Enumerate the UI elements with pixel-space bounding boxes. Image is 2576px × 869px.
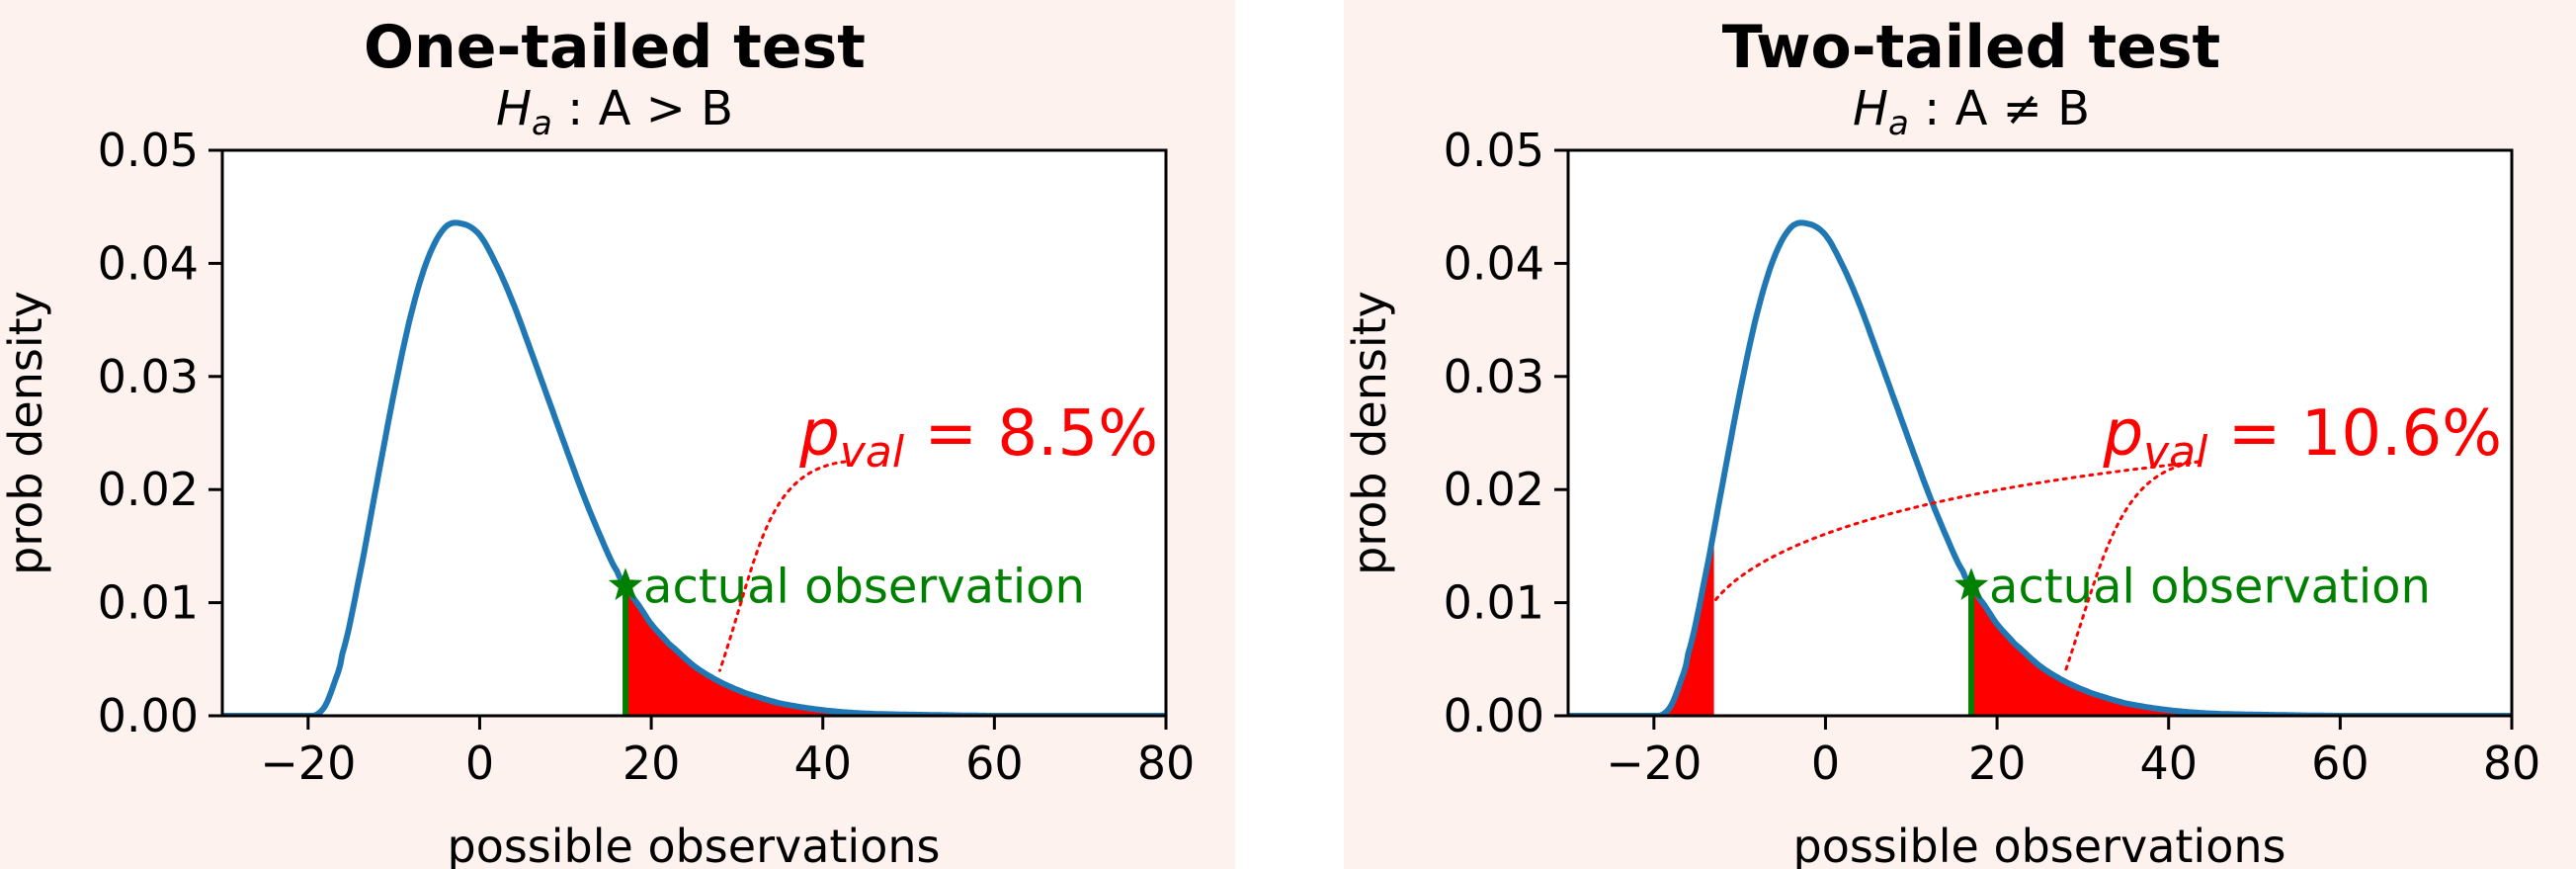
x-tick-label: 80	[1137, 737, 1196, 790]
x-axis-label: possible observations	[448, 820, 941, 869]
subtitle-rest: : A > B	[552, 81, 733, 136]
pval-value: = 10.6%	[2207, 397, 2502, 471]
chart-title: One-tailed test	[364, 13, 866, 82]
tail-region	[1653, 530, 1714, 716]
x-tick-label: 0	[465, 737, 494, 790]
pval-p: p	[2103, 397, 2144, 471]
observation-star-marker	[1953, 567, 1989, 600]
density-curve	[1568, 219, 2512, 716]
x-axis-label: possible observations	[1793, 820, 2286, 869]
chart-subtitle: Ha : A ≠ B	[1853, 81, 2090, 143]
y-axis-label: prob density	[0, 291, 52, 575]
subtitle-subscript: a	[1888, 104, 1909, 143]
tail-region	[1971, 585, 2512, 716]
x-tick-label: 80	[2483, 737, 2541, 790]
tail-regions	[1653, 530, 2512, 716]
y-tick-label: 0.01	[98, 576, 199, 630]
tail-region	[625, 585, 1166, 716]
pval-p: p	[798, 397, 840, 471]
pval-value: = 8.5%	[904, 397, 1158, 471]
y-tick-label: 0.02	[1444, 463, 1544, 516]
y-tick-label: 0.04	[1444, 236, 1544, 290]
x-tick-label: 60	[2311, 737, 2369, 790]
y-axis-label: prob density	[1343, 291, 1396, 575]
observation-label: actual observation	[1989, 559, 2431, 614]
y-tick-label: 0.03	[98, 350, 199, 403]
subtitle-subscript: a	[532, 104, 552, 143]
pval-subscript: val	[840, 427, 905, 478]
pval-annotation-line	[718, 460, 847, 672]
x-tick-label: 20	[623, 737, 681, 790]
axes-frame	[1566, 148, 2514, 718]
pval-subscript: val	[2143, 427, 2208, 478]
x-tick-label: −20	[1606, 737, 1702, 790]
y-tick-label: 0.03	[1444, 350, 1544, 403]
axis-ticks: −20 0 20 40 60 80 0.00 0.01 0.02 0.03 0.04 0.05	[1444, 124, 2541, 790]
pval-annotation-lines	[1700, 460, 2201, 672]
pval-label: pval = 10.6%	[2103, 397, 2502, 478]
subtitle-symbol: H	[1853, 81, 1888, 136]
y-tick-label: 0.00	[1444, 689, 1544, 742]
axes-frame	[220, 148, 1168, 718]
x-tick-label: −20	[260, 737, 356, 790]
subtitle-symbol: H	[496, 81, 532, 136]
plot-area	[222, 150, 1166, 716]
density-curve	[222, 219, 1166, 716]
observation-star-marker	[608, 567, 643, 600]
y-tick-label: 0.04	[98, 236, 199, 290]
x-tick-label: 20	[1968, 737, 2027, 790]
x-tick-label: 0	[1811, 737, 1840, 790]
two-tailed-panel: Two-tailed test Ha : A ≠ B actual observ…	[1343, 0, 2576, 869]
pval-annotation-lines	[718, 460, 847, 672]
y-tick-label: 0.05	[98, 124, 199, 177]
chart-title: Two-tailed test	[1722, 13, 2221, 82]
x-tick-label: 40	[2139, 737, 2198, 790]
tail-regions	[625, 585, 1166, 716]
chart-subtitle: Ha : A > B	[496, 81, 733, 143]
x-tick-label: 60	[965, 737, 1024, 790]
pval-annotation-line	[2064, 460, 2201, 672]
observation-label: actual observation	[643, 559, 1085, 614]
y-tick-label: 0.02	[98, 463, 199, 516]
y-tick-label: 0.00	[98, 689, 199, 742]
pval-label: pval = 8.5%	[798, 397, 1158, 478]
y-tick-label: 0.05	[1444, 124, 1544, 177]
one-tailed-panel: One-tailed test Ha : A > B actual observ…	[0, 0, 1235, 869]
pval-annotation-line	[1700, 460, 2201, 627]
y-tick-label: 0.01	[1444, 576, 1544, 630]
axis-ticks: −20 0 20 40 60 80 0.00 0.01 0.02 0.03 0.04 0.05	[98, 124, 1196, 790]
plot-area	[1568, 150, 2512, 716]
x-tick-label: 40	[793, 737, 852, 790]
subtitle-rest: : A ≠ B	[1909, 81, 2090, 136]
